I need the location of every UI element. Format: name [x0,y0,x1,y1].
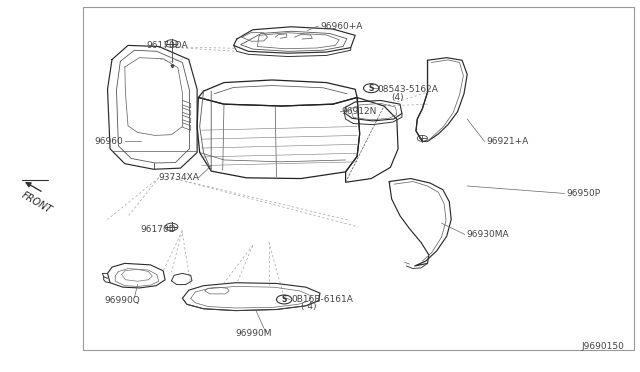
Text: FRONT: FRONT [20,190,54,215]
Text: 96990M: 96990M [236,329,272,338]
Text: 96950P: 96950P [566,189,600,198]
Text: 0B16B-6161A: 0B16B-6161A [291,295,353,304]
Text: 96960: 96960 [95,137,124,146]
Text: 96930MA: 96930MA [466,230,509,239]
Text: 08543-5162A: 08543-5162A [378,85,438,94]
Text: 96990Q: 96990Q [104,296,140,305]
Text: ( 4): ( 4) [301,302,316,311]
Text: S: S [369,84,374,93]
Text: 96921+A: 96921+A [486,137,529,146]
Text: (4): (4) [392,93,404,102]
Text: 96912N: 96912N [342,107,377,116]
Text: 96960+A: 96960+A [320,22,362,31]
Text: J9690150: J9690150 [581,342,624,351]
Text: 96170D: 96170D [141,225,177,234]
Bar [83,7,634,350]
Text: 96170DA: 96170DA [146,41,188,50]
Text: 93734XA: 93734XA [159,173,200,182]
Text: S: S [282,295,287,304]
